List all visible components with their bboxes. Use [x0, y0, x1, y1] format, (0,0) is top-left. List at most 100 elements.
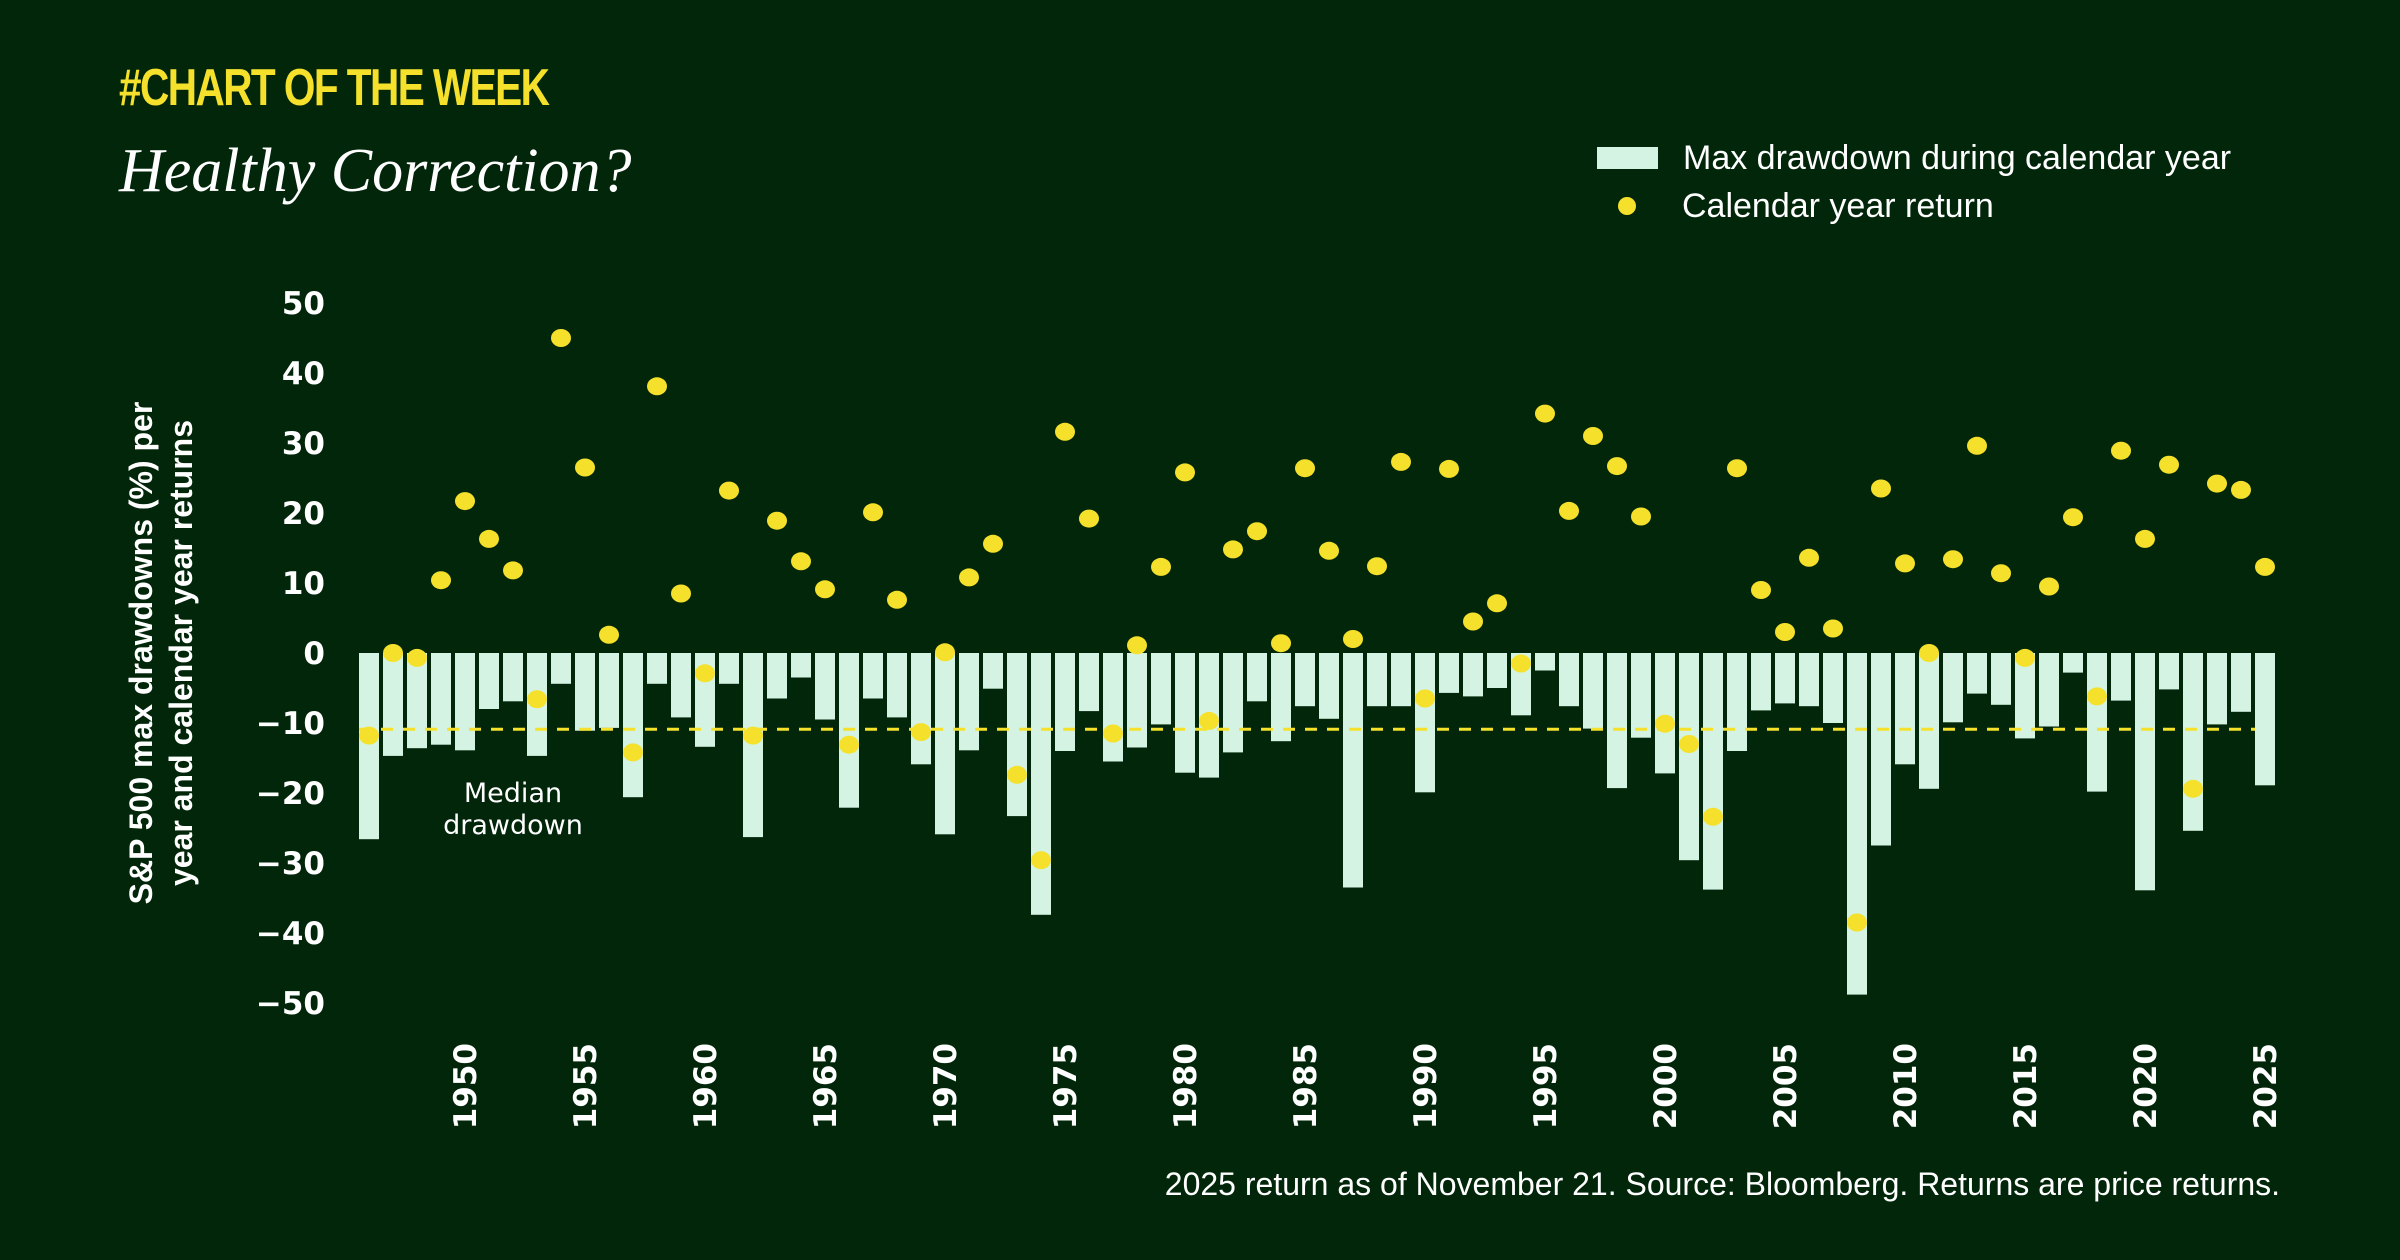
drawdown-bar-1984 [1271, 653, 1291, 742]
legend-bar-swatch-icon [1597, 147, 1658, 169]
drawdown-bar-1974 [1031, 653, 1051, 915]
return-dot-2004 [1751, 581, 1771, 599]
return-dot-1994 [1511, 654, 1531, 673]
return-dot-2022 [2183, 779, 2203, 798]
y-axis-title-line-2: year and calendar year returns [163, 420, 199, 886]
drawdown-bar-1978 [1127, 653, 1147, 748]
drawdown-bar-1988 [1367, 653, 1387, 707]
return-dot-1950 [455, 492, 475, 511]
legend-item-return: Calendar year return [1597, 182, 2231, 230]
return-dot-2001 [1679, 735, 1699, 753]
return-dot-1990 [1415, 689, 1435, 708]
drawdown-bar-2008 [1847, 653, 1867, 995]
drawdown-bar-1969 [911, 653, 931, 765]
y-axis-ticks: 50 40 30 20 10 0 −10 −20 −30 −40 −50 [256, 286, 325, 1022]
return-dot-1999 [1631, 507, 1651, 526]
x-tick-label: 2015 [2008, 1043, 2044, 1129]
return-dot-1965 [815, 580, 835, 599]
return-dot-2021 [2159, 455, 2179, 474]
y-tick-label: 20 [282, 496, 325, 532]
y-tick-label: −40 [256, 916, 325, 952]
drawdown-bar-2002 [1703, 653, 1723, 890]
return-dot-1986 [1319, 541, 1339, 560]
drawdown-bar-2015 [2015, 653, 2035, 739]
return-dot-2024 [2231, 480, 2251, 499]
return-dot-2007 [1823, 619, 1843, 638]
return-dot-2013 [1967, 436, 1987, 455]
y-tick-label: −50 [256, 986, 325, 1022]
drawdown-bar-1950 [455, 653, 475, 751]
x-tick-label: 1950 [448, 1043, 484, 1129]
return-dot-1967 [863, 503, 883, 522]
return-dot-2000 [1655, 714, 1675, 733]
return-dot-1968 [887, 590, 907, 609]
drawdown-bar-1962 [743, 653, 763, 838]
drawdown-bar-1973 [1007, 653, 1027, 817]
x-tick-label: 1980 [1168, 1043, 1204, 1129]
drawdown-bar-1982 [1223, 653, 1243, 753]
return-dot-2009 [1871, 479, 1891, 498]
return-dot-2008 [1847, 913, 1867, 932]
drawdown-bar-2011 [1919, 653, 1939, 789]
drawdown-bar-1997 [1583, 653, 1603, 729]
return-dot-1976 [1079, 509, 1099, 528]
return-dot-2010 [1895, 554, 1915, 573]
drawdown-bar-1999 [1631, 653, 1651, 738]
x-tick-label: 1985 [1288, 1043, 1324, 1129]
drawdown-bar-2017 [2063, 653, 2083, 673]
drawdown-bar-2012 [1943, 653, 1963, 723]
return-dot-2002 [1703, 807, 1723, 826]
return-dot-1949 [431, 571, 451, 590]
y-tick-label: −30 [256, 846, 325, 882]
return-dot-1970 [935, 643, 955, 662]
drawdown-bar-2000 [1655, 653, 1675, 774]
drawdown-bar-2025 [2255, 653, 2275, 786]
drawdown-bar-2001 [1679, 653, 1699, 861]
drawdown-bar-1991 [1439, 653, 1459, 693]
drawdown-bar-1964 [791, 653, 811, 678]
drawdown-bar-1963 [767, 653, 787, 699]
return-dot-2014 [1991, 564, 2011, 583]
drawdown-bar-1976 [1079, 653, 1099, 712]
return-dot-1987 [1343, 630, 1363, 648]
return-dot-1947 [383, 644, 403, 662]
drawdown-bar-2005 [1775, 653, 1795, 704]
return-dot-1960 [695, 664, 715, 683]
return-dot-1996 [1559, 501, 1579, 520]
drawdown-bar-1952 [503, 653, 523, 702]
x-tick-label: 2025 [2248, 1043, 2284, 1129]
return-dot-1969 [911, 723, 931, 742]
return-dot-2023 [2207, 474, 2227, 493]
x-tick-label: 2005 [1768, 1043, 1804, 1129]
return-dot-1997 [1583, 427, 1603, 445]
return-dot-1971 [959, 568, 979, 587]
drawdown-bar-1990 [1415, 653, 1435, 793]
legend-dot-swatch-icon [1618, 197, 1636, 215]
drawdown-bar-1954 [551, 653, 571, 684]
return-dot-1966 [839, 735, 859, 754]
drawdown-bar-1961 [719, 653, 739, 684]
x-tick-label: 1955 [568, 1043, 604, 1129]
drawdown-bar-1996 [1559, 653, 1579, 707]
median-label-line-2: drawdown [443, 810, 583, 841]
x-tick-label: 1960 [688, 1043, 724, 1129]
return-dot-1952 [503, 561, 523, 580]
drawdown-bar-1946 [359, 653, 379, 840]
return-dot-1962 [743, 726, 763, 745]
median-label-line-1: Median [464, 778, 562, 809]
y-tick-label: 50 [282, 286, 325, 322]
return-dot-1961 [719, 481, 739, 500]
y-tick-label: 10 [282, 566, 325, 602]
drawdown-bar-1971 [959, 653, 979, 751]
return-dot-2006 [1799, 548, 1819, 567]
return-dot-1998 [1607, 457, 1627, 476]
return-dot-2016 [2039, 577, 2059, 596]
return-dot-1978 [1127, 636, 1147, 655]
drawdown-bar-2003 [1727, 653, 1747, 751]
drawdown-bar-1955 [575, 653, 595, 731]
drawdown-bar-2023 [2207, 653, 2227, 725]
y-tick-label: −10 [256, 706, 325, 742]
return-dot-1979 [1151, 557, 1171, 576]
x-tick-label: 1975 [1048, 1043, 1084, 1129]
